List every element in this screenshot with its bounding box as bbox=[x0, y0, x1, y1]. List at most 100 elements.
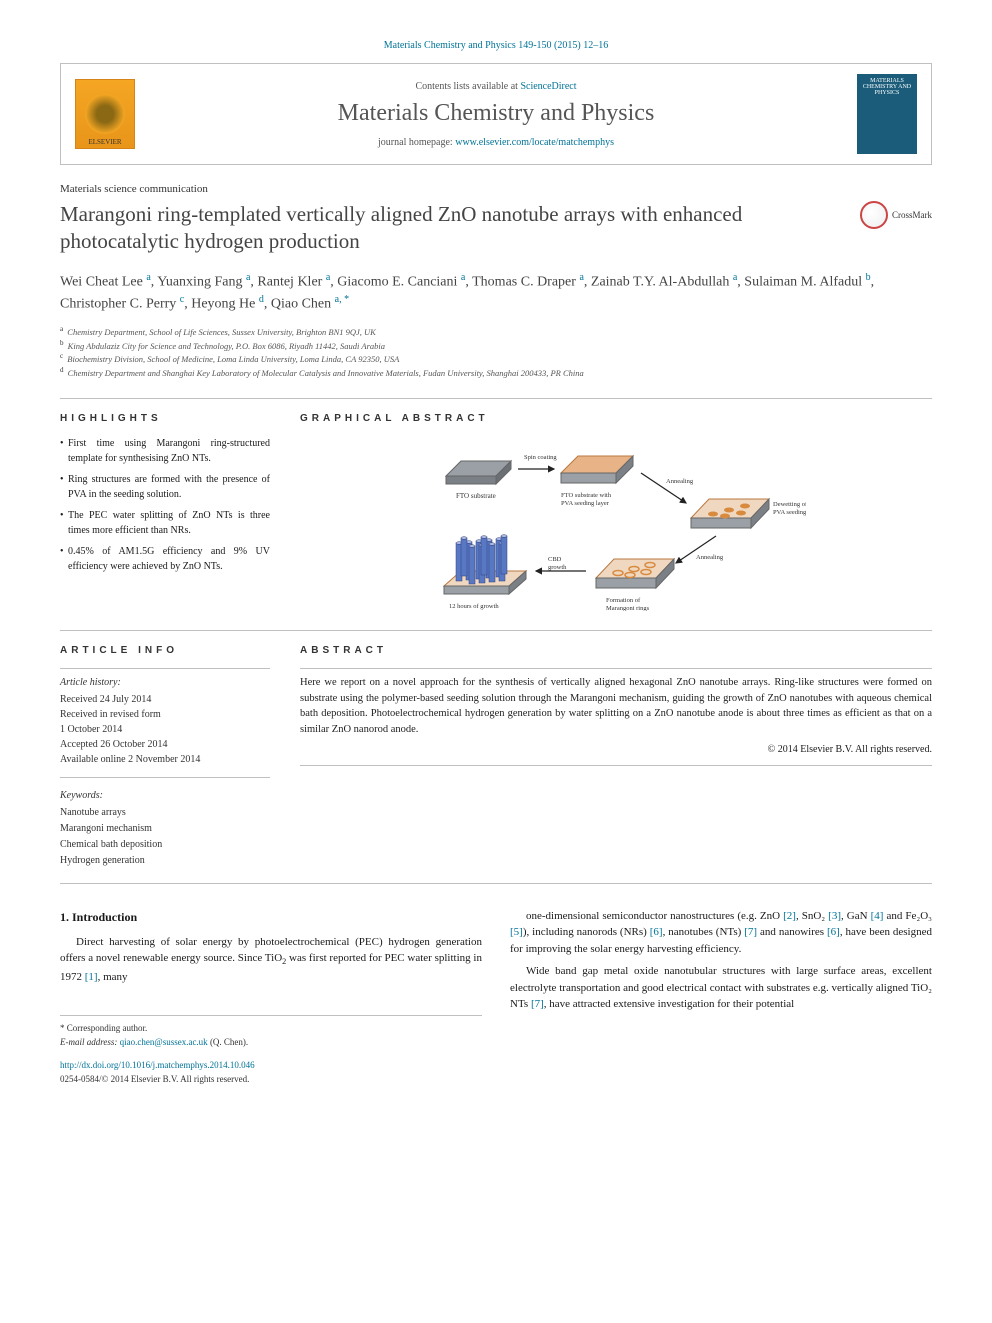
divider bbox=[60, 668, 270, 669]
page-container: Materials Chemistry and Physics 149-150 … bbox=[0, 0, 992, 1126]
corresponding-label: * Corresponding author. bbox=[60, 1022, 482, 1036]
history-line: Received 24 July 2014 bbox=[60, 692, 270, 707]
ref-link-1[interactable]: [1] bbox=[85, 971, 98, 983]
svg-text:Marangoni rings: Marangoni rings bbox=[606, 605, 650, 611]
affiliation-line: d Chemistry Department and Shanghai Key … bbox=[60, 366, 932, 380]
highlights-label: HIGHLIGHTS bbox=[60, 413, 270, 424]
svg-text:12 hours of growth: 12 hours of growth bbox=[449, 603, 499, 610]
svg-text:Dewetting of: Dewetting of bbox=[773, 501, 806, 508]
abstract-copyright: © 2014 Elsevier B.V. All rights reserved… bbox=[300, 744, 932, 755]
intro-para-3: Wide band gap metal oxide nanotubular st… bbox=[510, 963, 932, 1013]
divider bbox=[60, 883, 932, 884]
ref-link[interactable]: [7] bbox=[744, 926, 757, 938]
affiliations-list: a Chemistry Department, School of Life S… bbox=[60, 325, 932, 380]
svg-text:PVA seeding layer: PVA seeding layer bbox=[773, 509, 806, 516]
section-heading: 1. Introduction bbox=[60, 908, 482, 926]
graphical-abstract-label: GRAPHICAL ABSTRACT bbox=[300, 413, 932, 424]
body-columns: 1. Introduction Direct harvesting of sol… bbox=[60, 908, 932, 1087]
svg-text:Spin coating: Spin coating bbox=[524, 454, 557, 461]
keywords-block: Keywords: Nanotube arraysMarangoni mecha… bbox=[60, 788, 270, 868]
history-line: Received in revised form bbox=[60, 707, 270, 722]
divider bbox=[60, 398, 932, 399]
journal-header-box: ELSEVIER Contents lists available at Sci… bbox=[60, 63, 932, 165]
citation-header: Materials Chemistry and Physics 149-150 … bbox=[60, 40, 932, 51]
elsevier-logo: ELSEVIER bbox=[75, 79, 135, 149]
intro-para-2: one-dimensional semiconductor nanostruct… bbox=[510, 908, 932, 958]
svg-text:growth: growth bbox=[548, 564, 567, 571]
contents-list-line: Contents lists available at ScienceDirec… bbox=[149, 81, 843, 92]
ref-link[interactable]: [3] bbox=[828, 910, 841, 922]
crossmark-label: CrossMark bbox=[892, 210, 932, 220]
cover-text: MATERIALS CHEMISTRY AND PHYSICS bbox=[859, 78, 915, 96]
history-label: Article history: bbox=[60, 675, 270, 690]
crossmark-badge[interactable]: CrossMark bbox=[860, 201, 932, 229]
highlight-item: 0.45% of AM1.5G efficiency and 9% UV eff… bbox=[60, 544, 270, 574]
highlight-item: The PEC water splitting of ZnO NTs is th… bbox=[60, 508, 270, 538]
elsevier-label: ELSEVIER bbox=[88, 138, 121, 146]
svg-text:FTO substrate with: FTO substrate with bbox=[561, 492, 612, 499]
graphical-abstract-figure: FTO substrate Spin coating FTO substrate… bbox=[300, 436, 932, 616]
article-info-label: ARTICLE INFO bbox=[60, 645, 270, 656]
graphical-abstract-svg: FTO substrate Spin coating FTO substrate… bbox=[426, 441, 806, 611]
ref-link[interactable]: [5] bbox=[510, 926, 523, 938]
issn-copyright: 0254-0584/© 2014 Elsevier B.V. All right… bbox=[60, 1073, 482, 1087]
abstract-label: ABSTRACT bbox=[300, 645, 932, 656]
journal-center: Contents lists available at ScienceDirec… bbox=[149, 81, 843, 148]
homepage-prefix: journal homepage: bbox=[378, 137, 455, 148]
email-line: E-mail address: qiao.chen@sussex.ac.uk (… bbox=[60, 1036, 482, 1050]
body-column-right: one-dimensional semiconductor nanostruct… bbox=[510, 908, 932, 1087]
body-column-left: 1. Introduction Direct harvesting of sol… bbox=[60, 908, 482, 1087]
abstract-column: ABSTRACT Here we report on a novel appro… bbox=[300, 645, 932, 869]
svg-text:CBD: CBD bbox=[548, 556, 562, 563]
article-info-column: ARTICLE INFO Article history: Received 2… bbox=[60, 645, 270, 869]
divider bbox=[300, 668, 932, 669]
ref-link[interactable]: [7] bbox=[531, 998, 544, 1010]
divider bbox=[60, 630, 932, 631]
homepage-link[interactable]: www.elsevier.com/locate/matchemphys bbox=[455, 137, 614, 148]
svg-text:Annealing: Annealing bbox=[666, 478, 694, 485]
ref-link[interactable]: [2] bbox=[783, 910, 796, 922]
svg-text:FTO substrate: FTO substrate bbox=[456, 492, 496, 500]
article-title: Marangoni ring-templated vertically alig… bbox=[60, 201, 848, 256]
journal-cover-thumbnail: MATERIALS CHEMISTRY AND PHYSICS bbox=[857, 74, 917, 154]
intro-para-1: Direct harvesting of solar energy by pho… bbox=[60, 934, 482, 986]
email-label: E-mail address: bbox=[60, 1037, 120, 1047]
divider bbox=[300, 765, 932, 766]
affiliation-line: a Chemistry Department, School of Life S… bbox=[60, 325, 932, 339]
article-type: Materials science communication bbox=[60, 183, 932, 195]
para-text: , many bbox=[98, 971, 128, 983]
highlight-item: First time using Marangoni ring-structur… bbox=[60, 436, 270, 466]
ref-link[interactable]: [6] bbox=[827, 926, 840, 938]
history-line: Available online 2 November 2014 bbox=[60, 752, 270, 767]
doi-link[interactable]: http://dx.doi.org/10.1016/j.matchemphys.… bbox=[60, 1060, 255, 1070]
info-abstract-row: ARTICLE INFO Article history: Received 2… bbox=[60, 645, 932, 869]
ref-link[interactable]: [4] bbox=[871, 910, 884, 922]
history-line: Accepted 26 October 2014 bbox=[60, 737, 270, 752]
authors-list: Wei Cheat Lee a, Yuanxing Fang a, Rantej… bbox=[60, 270, 932, 315]
keyword-item: Hydrogen generation bbox=[60, 853, 270, 868]
contents-prefix: Contents lists available at bbox=[415, 81, 520, 92]
journal-title: Materials Chemistry and Physics bbox=[149, 100, 843, 127]
article-history: Article history: Received 24 July 2014Re… bbox=[60, 675, 270, 767]
highlights-column: HIGHLIGHTS First time using Marangoni ri… bbox=[60, 413, 270, 616]
affiliation-line: c Biochemistry Division, School of Medic… bbox=[60, 352, 932, 366]
graphical-abstract-column: GRAPHICAL ABSTRACT FTO substrate bbox=[300, 413, 932, 616]
keywords-label: Keywords: bbox=[60, 788, 270, 803]
keyword-item: Nanotube arrays bbox=[60, 805, 270, 820]
svg-text:Annealing: Annealing bbox=[696, 554, 724, 561]
corresponding-email-link[interactable]: qiao.chen@sussex.ac.uk bbox=[120, 1037, 208, 1047]
highlights-graphical-row: HIGHLIGHTS First time using Marangoni ri… bbox=[60, 413, 932, 616]
keyword-item: Chemical bath deposition bbox=[60, 837, 270, 852]
ref-link[interactable]: [6] bbox=[650, 926, 663, 938]
keyword-item: Marangoni mechanism bbox=[60, 821, 270, 836]
journal-homepage: journal homepage: www.elsevier.com/locat… bbox=[149, 137, 843, 148]
highlight-item: Ring structures are formed with the pres… bbox=[60, 472, 270, 502]
doi-line: http://dx.doi.org/10.1016/j.matchemphys.… bbox=[60, 1059, 482, 1073]
sciencedirect-link[interactable]: ScienceDirect bbox=[520, 81, 576, 92]
crossmark-icon bbox=[860, 201, 888, 229]
corresponding-author-footer: * Corresponding author. E-mail address: … bbox=[60, 1015, 482, 1086]
affiliation-line: b King Abdulaziz City for Science and Te… bbox=[60, 339, 932, 353]
svg-text:Formation of: Formation of bbox=[606, 597, 641, 604]
divider bbox=[60, 777, 270, 778]
svg-text:PVA seeding layer: PVA seeding layer bbox=[561, 500, 610, 507]
